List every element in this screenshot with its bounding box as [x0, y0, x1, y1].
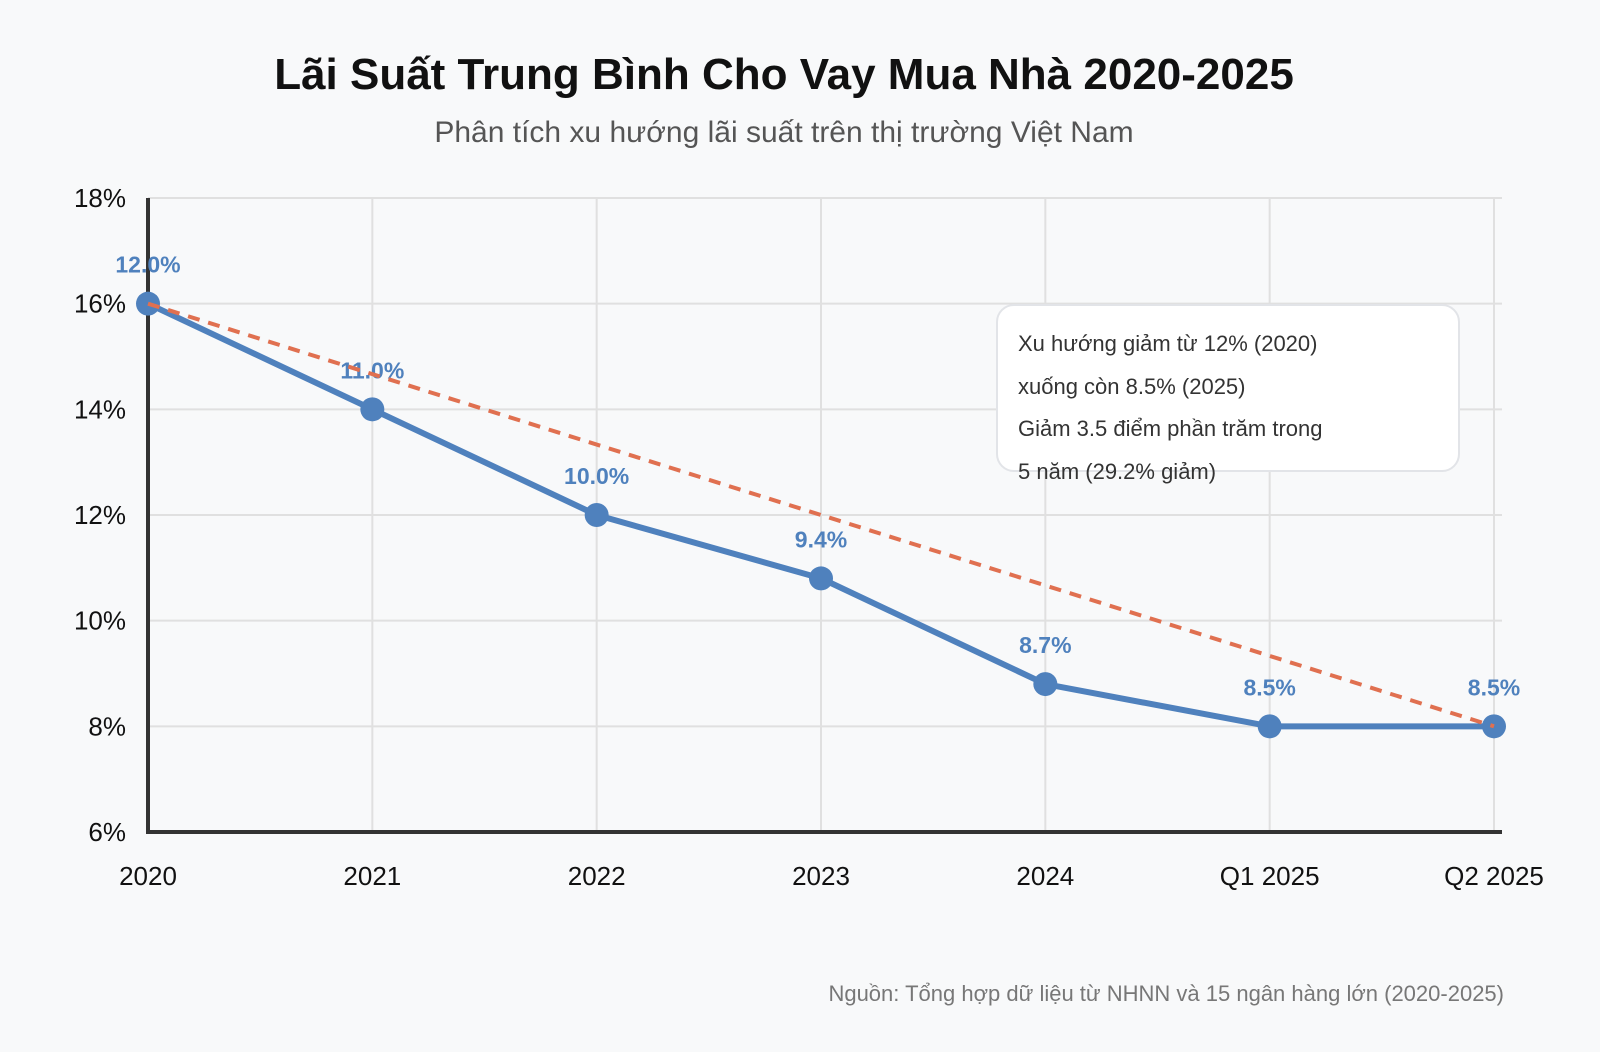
y-tick-label: 14%: [74, 394, 126, 424]
x-tick-label: Q1 2025: [1220, 861, 1320, 891]
data-label: 8.7%: [1019, 632, 1071, 658]
x-tick-label: 2020: [119, 861, 177, 891]
x-tick-label: 2021: [343, 861, 401, 891]
x-tick-label: 2023: [792, 861, 850, 891]
y-tick-label: 6%: [88, 817, 126, 847]
data-point: [1033, 672, 1058, 697]
data-point: [809, 566, 833, 591]
annotation-line: 5 năm (29.2% giảm): [1018, 458, 1217, 484]
annotation-line: Giảm 3.5 điểm phần trăm trong: [1018, 416, 1323, 441]
y-tick-label: 10%: [74, 606, 126, 636]
annotation-box: Xu hướng giảm từ 12% (2020) xuống còn 8.…: [996, 304, 1460, 484]
data-label: 9.4%: [795, 526, 847, 552]
source-note: Nguồn: Tổng hợp dữ liệu từ NHNN và 15 ng…: [828, 981, 1504, 1006]
x-tick-label: 2022: [568, 861, 626, 891]
data-label: 12.0%: [115, 252, 180, 278]
annotation-line: xuống còn 8.5% (2025): [1018, 373, 1246, 399]
y-tick-label: 18%: [74, 183, 126, 213]
x-tick-label: Q2 2025: [1444, 861, 1544, 891]
y-tick-label: 16%: [74, 289, 126, 319]
annotation-line: Xu hướng giảm từ 12% (2020): [1018, 331, 1318, 356]
data-label: 10.0%: [564, 463, 629, 489]
data-point: [1257, 714, 1282, 739]
x-tick-label: 2024: [1016, 861, 1074, 891]
data-label: 8.5%: [1243, 674, 1295, 700]
y-tick-label: 8%: [88, 711, 126, 741]
data-point: [584, 503, 609, 527]
y-tick-label: 12%: [74, 500, 126, 530]
chart-subtitle: Phân tích xu hướng lãi suất trên thị trư…: [434, 116, 1134, 149]
trend-line: [147, 301, 1495, 729]
data-label: 8.5%: [1468, 674, 1520, 700]
data-point: [360, 397, 385, 422]
chart-title: Lãi Suất Trung Bình Cho Vay Mua Nhà 2020…: [274, 50, 1294, 99]
